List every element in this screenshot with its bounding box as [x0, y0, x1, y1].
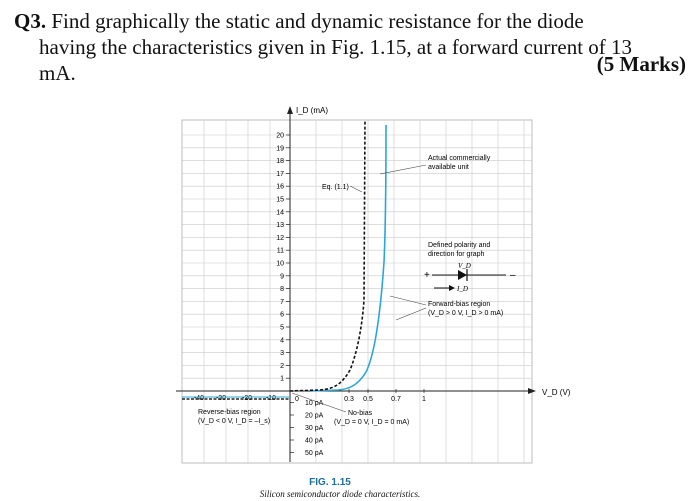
neg-current-label: 20 pA: [305, 413, 324, 420]
y-tick-label: 20: [276, 133, 284, 140]
y-tick-label: 9: [280, 273, 284, 280]
x-tick-label-neg: -30: [216, 395, 226, 402]
no-bias-pointer: [291, 392, 347, 413]
origin-label: 0: [295, 396, 299, 403]
negative-current-tick-labels: 10 pA 20 pA 30 pA 40 pA 50 pA: [290, 400, 324, 457]
current-arrow-icon: [449, 285, 455, 291]
y-tick-label: 14: [276, 209, 284, 216]
y-tick-label: 5: [280, 325, 284, 332]
actual-unit-label-2: available unit: [428, 164, 469, 171]
question-line-1: Find graphically the static and dynamic …: [51, 9, 584, 33]
y-tick-label: 3: [280, 350, 284, 357]
forward-bias-pointer-2: [395, 307, 427, 321]
shockley-equation-curve: [289, 119, 366, 392]
no-bias-label-2: (V_D = 0 V, I_D = 0 mA): [334, 419, 409, 426]
figure-number: FIG. 1.15: [309, 477, 351, 488]
figure-frame: [181, 119, 533, 464]
y-tick-label: 10: [276, 261, 284, 268]
minus-sign: –: [510, 270, 516, 281]
x-axis-arrow-icon: [528, 388, 536, 394]
actual-unit-label-1: Actual commercially: [428, 155, 491, 162]
x-tick-label-pos: 1: [422, 396, 426, 403]
question-number: Q3.: [14, 9, 47, 33]
y-tick-label: 4: [280, 337, 284, 344]
question-line-2: having the characteristics given in Fig.…: [39, 35, 633, 59]
neg-current-label: 10 pA: [305, 400, 324, 407]
y-tick-label: 11: [277, 248, 284, 255]
x-tick-label-pos: 0.3: [344, 396, 354, 403]
question-marks: (5 Marks): [596, 52, 686, 76]
question-text: Q3. Find graphically the static and dyna…: [14, 8, 686, 86]
plus-sign: +: [424, 270, 430, 281]
y-axis-arrow-icon: [287, 106, 293, 114]
eq-pointer: [349, 185, 363, 193]
figure-title: Silicon semiconductor diode characterist…: [259, 489, 421, 499]
neg-current-label: 30 pA: [305, 425, 324, 432]
x-tick-label-pos: 0.5: [363, 396, 373, 403]
y-tick-label: 2: [280, 363, 284, 370]
defined-polarity-label-2: direction for graph: [428, 251, 485, 258]
reverse-bias-label-1: Reverse-bias region: [198, 409, 261, 416]
y-tick-label: 8: [280, 286, 284, 293]
no-bias-label-1: No-bias: [348, 410, 373, 417]
y-tick-label: 16: [276, 184, 284, 191]
question-line-3: mA.: [39, 61, 76, 85]
forward-bias-pointer: [389, 295, 427, 306]
actual-unit-pointer: [379, 164, 427, 175]
y-tick-label: 19: [276, 145, 284, 152]
x-tick-label-neg: -10: [266, 395, 276, 402]
y-tick-label: 13: [276, 222, 284, 229]
defined-polarity-label-1: Defined polarity and: [428, 242, 490, 249]
vd-symbol: V_D: [458, 262, 471, 270]
id-symbol: I_D: [456, 285, 468, 293]
y-tick-label: 12: [276, 235, 284, 242]
forward-bias-label-1: Forward-bias region: [428, 301, 490, 308]
forward-bias-label-2: (V_D > 0 V, I_D > 0 mA): [428, 310, 503, 317]
eq-label: Eq. (1.1): [322, 184, 349, 191]
diode-symbol-icon: [458, 270, 467, 280]
x-tick-label-pos: 0.7: [391, 396, 401, 403]
reverse-bias-label-2: (V_D < 0 V, I_D = –I_s): [198, 418, 270, 425]
x-tick-label-neg: -40: [194, 395, 204, 402]
y-tick-label: 1: [280, 376, 284, 383]
neg-current-label: 40 pA: [305, 438, 324, 445]
neg-current-label: 50 pA: [305, 450, 324, 457]
y-tick-label: 17: [276, 171, 284, 178]
y-axis-label: I_D (mA): [296, 106, 328, 115]
y-tick-label: 7: [280, 299, 284, 306]
y-tick-label: 18: [276, 158, 284, 165]
x-axis-label: V_D (V): [542, 388, 571, 397]
figure-grid: [182, 120, 532, 463]
actual-unit-curve: [309, 124, 387, 392]
y-tick-label: 6: [280, 312, 284, 319]
y-tick-label: 15: [276, 197, 284, 204]
